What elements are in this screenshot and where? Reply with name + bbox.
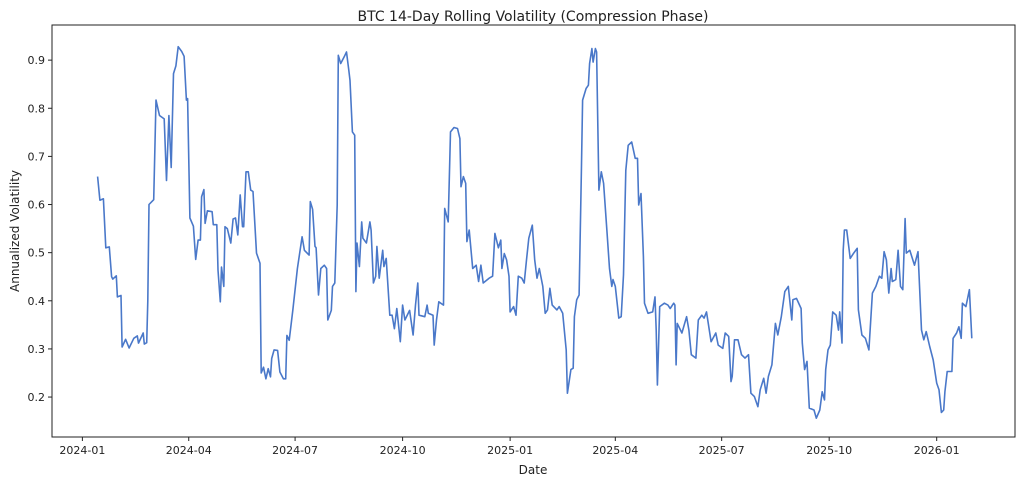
y-tick-label: 0.7 — [28, 150, 46, 163]
y-tick-label: 0.8 — [28, 102, 46, 115]
x-tick-label: 2025-04 — [592, 444, 638, 457]
x-axis-label: Date — [519, 463, 548, 477]
chart-title: BTC 14-Day Rolling Volatility (Compressi… — [358, 9, 709, 25]
x-tick-label: 2025-01 — [487, 444, 533, 457]
y-tick-label: 0.9 — [28, 54, 46, 67]
series-line — [96, 45, 973, 419]
plot-frame — [51, 24, 1016, 438]
y-tick-label: 0.3 — [28, 343, 46, 356]
x-tick-label: 2024-10 — [380, 444, 426, 457]
y-tick-label: 0.2 — [28, 391, 46, 404]
x-tick-label: 2025-07 — [699, 444, 745, 457]
y-tick-label: 0.5 — [28, 247, 46, 260]
x-tick-label: 2024-01 — [59, 444, 105, 457]
y-tick-label: 0.6 — [28, 199, 46, 212]
x-tick-label: 2024-04 — [166, 444, 212, 457]
x-tick-label: 2024-07 — [272, 444, 318, 457]
axis-ticks: 2024-01 2024-04 2024-07 2024-10 2025-01 2025-… — [28, 54, 960, 457]
x-tick-label: 2026-01 — [914, 444, 960, 457]
y-axis-label: Annualized Volatility — [8, 170, 22, 292]
y-tick-label: 0.4 — [28, 295, 46, 308]
x-tick-label: 2025-10 — [806, 444, 852, 457]
